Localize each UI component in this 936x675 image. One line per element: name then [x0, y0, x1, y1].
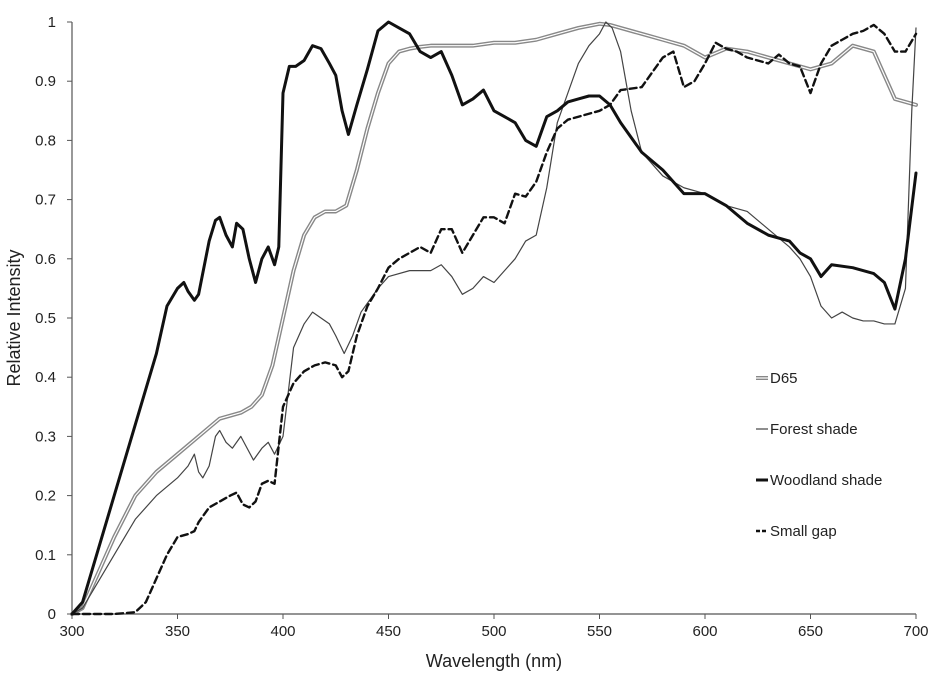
series-woodland-shade [70, 20, 918, 616]
legend-entry-d65: D65 [756, 370, 798, 387]
legend-entry-woodland-shade: Woodland shade [756, 472, 882, 489]
legend-label: D65 [770, 370, 798, 387]
x-tick-label: 300 [59, 623, 84, 640]
x-axis-ticks: 300 350 400 450 500 550 600 650 700 [59, 614, 929, 640]
legend-entry-small-gap: Small gap [756, 523, 837, 540]
plot-area: 300 350 400 450 500 550 600 650 700 0 0.1 0.2 0.3 0.… [35, 14, 928, 640]
y-tick-label: 0.1 [35, 547, 56, 564]
series-small-gap [70, 23, 918, 616]
x-axis-title: Wavelength (nm) [426, 651, 562, 671]
series-line-woodland-shade [70, 20, 918, 616]
y-axis-title: Relative Intensity [4, 249, 24, 386]
y-tick-label: 0.4 [35, 369, 56, 386]
legend-label: Small gap [770, 523, 837, 540]
legend-label: Forest shade [770, 421, 858, 438]
series-d65 [70, 21, 918, 616]
y-tick-label: 0.7 [35, 192, 56, 209]
x-tick-label: 650 [798, 623, 823, 640]
legend: D65 Forest shade Woodland shade Small gap [756, 370, 882, 540]
x-tick-label: 700 [903, 623, 928, 640]
y-tick-label: 0.2 [35, 488, 56, 505]
y-axis-ticks: 0 0.1 0.2 0.3 0.4 0.5 0.6 0.7 0.8 0.9 1 [35, 14, 72, 623]
series-line-small-gap [70, 23, 918, 616]
series-line-forest-shade [71, 21, 917, 615]
legend-entry-forest-shade: Forest shade [756, 421, 858, 438]
x-tick-label: 500 [481, 623, 506, 640]
legend-label: Woodland shade [770, 472, 882, 489]
y-tick-label: 0.3 [35, 428, 56, 445]
y-tick-label: 0.5 [35, 310, 56, 327]
x-tick-label: 550 [587, 623, 612, 640]
x-tick-label: 600 [692, 623, 717, 640]
x-tick-label: 450 [376, 623, 401, 640]
y-tick-label: 1 [48, 14, 56, 31]
y-tick-label: 0.8 [35, 132, 56, 149]
series-layer [70, 20, 918, 616]
y-tick-label: 0.6 [35, 251, 56, 268]
y-tick-label: 0.9 [35, 73, 56, 90]
series-forest-shade [71, 21, 917, 615]
y-tick-label: 0 [48, 606, 56, 623]
x-tick-label: 350 [165, 623, 190, 640]
series-line-d65-inner [71, 23, 917, 615]
x-tick-label: 400 [270, 623, 295, 640]
